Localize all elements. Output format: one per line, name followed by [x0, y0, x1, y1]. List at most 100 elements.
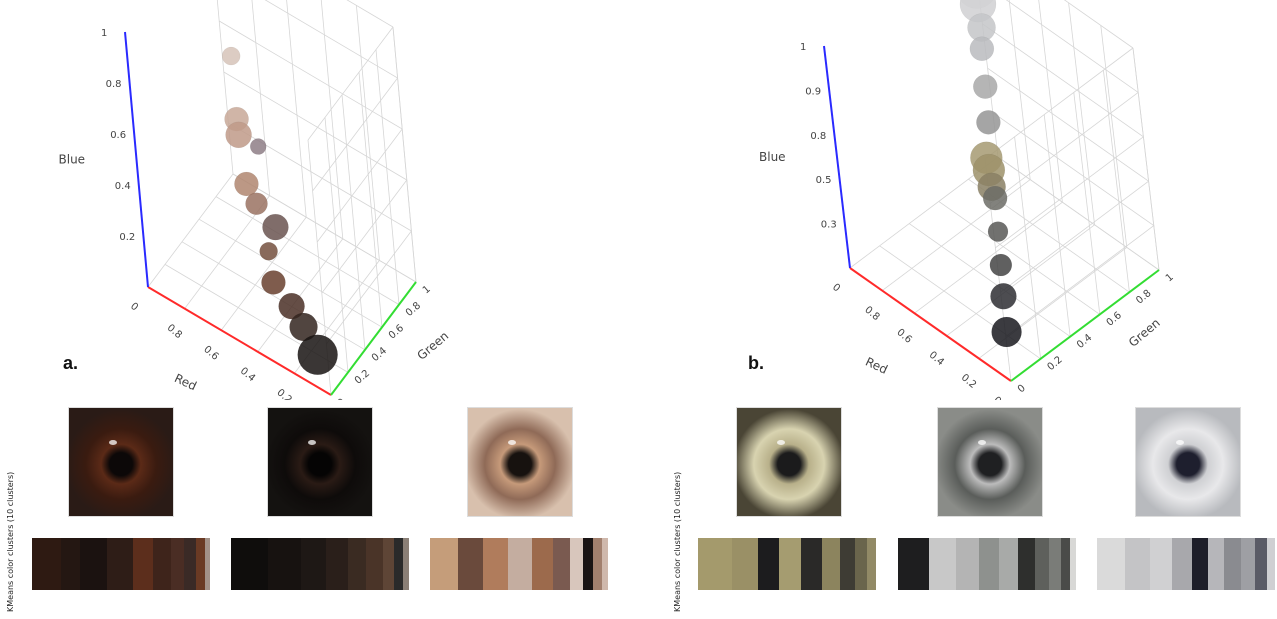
color-swatch [1192, 538, 1209, 590]
grid-line [320, 0, 344, 239]
grid-line [1014, 136, 1041, 359]
color-swatch [325, 538, 348, 590]
red-tick-label: 0.6 [894, 327, 913, 346]
color-swatch [822, 538, 840, 590]
color-bar-a2 [231, 538, 409, 590]
color-swatch [531, 538, 553, 590]
color-swatch [204, 538, 210, 590]
color-swatch [508, 538, 532, 590]
blue-tick-label: 1 [101, 28, 107, 39]
grid-line [307, 26, 394, 141]
blue-tick-label: 0.4 [115, 181, 131, 192]
color-swatch [231, 538, 269, 590]
color-swatch [482, 538, 509, 590]
color-swatch [955, 538, 979, 590]
color-swatch [1049, 538, 1062, 590]
scatter-point [989, 253, 1013, 277]
scatter-point [987, 221, 1009, 242]
color-swatch [107, 538, 133, 590]
scatter-point [297, 334, 338, 376]
eye-highlight [1175, 440, 1184, 446]
grid-line [324, 117, 349, 373]
grid-line [946, 224, 1095, 337]
color-swatch [301, 538, 326, 590]
grid-line [356, 5, 380, 261]
red-axis-label: Red [172, 371, 199, 393]
grid-line [218, 20, 403, 130]
grid-line [989, 92, 1139, 204]
blue-axis-line [124, 31, 149, 288]
green-tick-label: 0 [1016, 383, 1028, 396]
color-swatch [1208, 538, 1225, 590]
panel-a-side-label: KMeans color clusters (10 clusters) [6, 471, 15, 612]
color-swatch [1034, 538, 1050, 590]
scatter-point [976, 110, 1001, 135]
green-tick-label: 0.2 [1045, 354, 1064, 373]
grid-line [908, 223, 1071, 337]
color-swatch [132, 538, 154, 590]
panel-a-3d-scatter: 10.80.60.40.200.80.60.40.2000.20.40.60.8… [59, 0, 451, 400]
eye-highlight [977, 440, 986, 446]
grid-line [914, 201, 1063, 314]
grid-line [995, 136, 1144, 249]
color-swatch [1125, 538, 1150, 590]
red-tick-label: 0 [830, 282, 842, 295]
green-tick-label: 0.6 [387, 323, 406, 342]
grid-line [341, 94, 366, 350]
green-tick-label: 0.8 [1134, 288, 1153, 307]
grid-line [849, 156, 999, 269]
color-swatch [32, 538, 62, 590]
blue-axis-label: Blue [759, 150, 786, 164]
color-swatch [898, 538, 930, 590]
blue-tick-label: 0.8 [810, 131, 826, 142]
color-swatch [457, 538, 483, 590]
grid-line [232, 173, 417, 283]
color-swatch [366, 538, 384, 590]
grid-line [375, 49, 400, 305]
red-tick-label: 0.8 [862, 304, 881, 323]
eye-image-a2 [267, 407, 373, 517]
eye-highlight [108, 440, 117, 446]
grid-line [1073, 92, 1101, 315]
green-axis-line [1010, 269, 1160, 382]
color-swatch [1266, 538, 1275, 590]
blue-tick-label: 0.6 [110, 130, 126, 141]
eye-image-b2 [937, 407, 1043, 517]
green-tick-label: 0.4 [370, 345, 389, 364]
grid-line [316, 128, 403, 243]
eye-highlight [307, 440, 316, 446]
eye-image-a1 [68, 407, 174, 517]
grid-line [992, 112, 1155, 226]
grid-line [938, 201, 1101, 315]
green-tick-label: 1 [1164, 272, 1176, 285]
color-swatch [1061, 538, 1070, 590]
grid-line [1043, 114, 1071, 337]
green-tick-label: 0.8 [404, 300, 423, 319]
green-tick-label: 0 [336, 397, 348, 400]
red-tick-label: 0 [991, 395, 1003, 400]
blue-tick-label: 0.8 [106, 79, 122, 90]
panel-b-side-label: KMeans color clusters (10 clusters) [673, 471, 682, 612]
grid-line [1005, 0, 1139, 93]
grid-line [257, 238, 344, 353]
color-swatch [268, 538, 302, 590]
red-axis-line [147, 286, 332, 396]
color-swatch [184, 538, 197, 590]
color-swatch [1240, 538, 1255, 590]
red-tick-label: 0.2 [274, 387, 293, 400]
color-swatch [196, 538, 205, 590]
color-swatch [582, 538, 594, 590]
color-swatch [1254, 538, 1267, 590]
color-swatch [1171, 538, 1193, 590]
green-axis-label: Green [1126, 316, 1163, 350]
eye-image-a3 [467, 407, 573, 517]
grid [849, 0, 1160, 382]
color-swatch [758, 538, 780, 590]
color-swatch [61, 538, 80, 590]
grid-line [1000, 180, 1149, 293]
blue-tick-label: 0.5 [816, 175, 832, 186]
red-tick-label: 0.4 [238, 366, 257, 385]
scatter-point [973, 74, 998, 99]
red-axis-label: Red [863, 355, 890, 377]
grid-line [1063, 0, 1134, 49]
